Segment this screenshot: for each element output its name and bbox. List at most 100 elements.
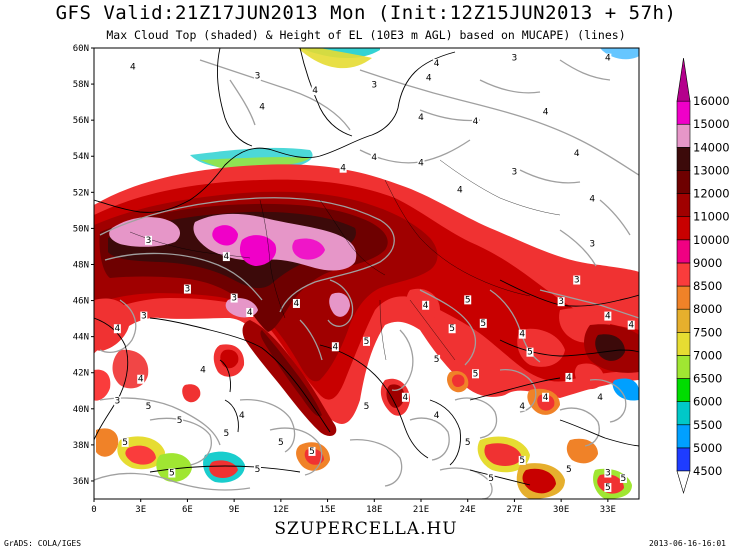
contour-label-bg <box>433 410 441 420</box>
contour-label: 4 <box>371 153 377 163</box>
contour-label-bg <box>557 297 565 307</box>
grads-credit: GrADS: COLA/IGES <box>4 539 82 548</box>
contour-label-bg <box>176 416 184 426</box>
contour-label: 4 <box>605 54 611 64</box>
colorbar-level-label: 14000 <box>693 140 730 154</box>
lon-tick-label: 12E <box>273 505 289 515</box>
lat-tick-label: 60N <box>73 44 89 54</box>
lon-tick-label: 30E <box>553 505 569 515</box>
contour-label-bg <box>518 455 526 465</box>
colorbar-level-label: 15000 <box>693 117 730 131</box>
lon-tick-label: 15E <box>319 505 335 515</box>
contour-label: 4 <box>114 324 120 334</box>
contour-label: 3 <box>512 167 518 177</box>
contour-label-bg <box>140 311 148 321</box>
contour-label-bg <box>121 437 129 447</box>
lon-tick-label: 21E <box>413 505 429 515</box>
lat-tick-label: 44N <box>73 333 89 343</box>
contour-label-bg <box>542 392 550 402</box>
contour-label-bg <box>510 53 518 63</box>
lon-tick-label: 27E <box>506 505 522 515</box>
contour-label: 5 <box>177 416 183 426</box>
colorbar-swatch <box>676 100 691 125</box>
site-watermark: SZUPERCELLA.HU <box>274 519 458 539</box>
contour-label-bg <box>230 293 238 303</box>
contour-label: 5 <box>488 474 494 484</box>
contour-label-bg <box>137 374 145 384</box>
contour-label: 3 <box>114 396 120 406</box>
contour-label: 5 <box>309 447 315 457</box>
contour-label: 5 <box>364 402 370 412</box>
lat-tick-label: 42N <box>73 369 89 379</box>
contour-label: 4 <box>418 113 424 123</box>
contour-label-bg <box>199 365 207 375</box>
contour-label-bg <box>456 185 464 195</box>
contour-label-bg <box>222 252 230 262</box>
contour-label-bg <box>464 437 472 447</box>
contour-label: 4 <box>403 393 409 403</box>
contour-label: 4 <box>332 342 338 352</box>
contour-label-bg <box>588 239 596 249</box>
lon-tick-label: 33E <box>600 505 616 515</box>
contour-label-bg <box>238 410 246 420</box>
contour-label-bg <box>370 80 378 90</box>
contour-label: 4 <box>574 149 580 159</box>
contour-label: 5 <box>473 369 479 379</box>
contour-label-bg <box>417 113 425 123</box>
colorbar-swatch <box>676 147 691 171</box>
contour-label: 4 <box>519 330 525 340</box>
contour-label-bg <box>311 86 319 96</box>
colorbar-swatch <box>676 123 691 148</box>
contour-label-bg <box>370 152 378 162</box>
colorbar-level-label: 6500 <box>693 372 722 386</box>
contour-label-bg <box>472 116 479 126</box>
contour-label-bg <box>129 62 137 72</box>
contour-label: 5 <box>605 483 611 493</box>
colorbar-swatch <box>676 170 691 194</box>
contour-label: 5 <box>449 324 455 334</box>
contour-label-bg <box>222 428 230 438</box>
contour-label: 3 <box>371 81 377 91</box>
latitude-axis: 60N 58N 56N 54N 52N 50N 48N 46N 44N 42N 40N 38N 36N <box>73 44 94 487</box>
colorbar-level-label: 6000 <box>693 395 722 409</box>
contour-label-bg <box>168 468 176 478</box>
contour-label: 5 <box>364 337 370 347</box>
colorbar-swatch <box>676 331 691 356</box>
lat-tick-label: 56N <box>73 116 89 126</box>
lon-tick-label: 9E <box>229 505 240 515</box>
contour-label: 4 <box>239 411 245 421</box>
contour-label-bg <box>277 437 285 447</box>
contour-label-bg <box>542 107 550 117</box>
contour-label: 4 <box>473 117 479 127</box>
contour-label-bg <box>254 71 261 81</box>
colorbar-swatch <box>676 57 691 102</box>
colorbar-level-label: 8000 <box>693 302 722 316</box>
contour-label: 4 <box>628 321 634 331</box>
contour-label: 3 <box>185 285 191 295</box>
contour-label-bg <box>363 401 370 411</box>
contour-label-bg <box>604 311 612 321</box>
colorbar-swatch <box>676 239 691 264</box>
contour-label: 4 <box>259 102 265 112</box>
contour-label: 4 <box>566 373 572 383</box>
contour-label: 4 <box>543 108 549 118</box>
contour-label-bg <box>604 482 612 492</box>
contour-label-bg <box>464 295 472 305</box>
contour-label: 5 <box>527 348 533 358</box>
lat-tick-label: 50N <box>73 224 89 234</box>
lon-tick-label: 0 <box>91 505 96 515</box>
lat-tick-label: 58N <box>73 80 89 90</box>
colorbar-swatch <box>676 308 691 333</box>
contour-label: 4 <box>423 301 429 311</box>
contour-label: 5 <box>122 438 128 448</box>
contour-label-bg <box>331 342 339 352</box>
contour-label: 4 <box>605 312 611 322</box>
contour-label-bg <box>145 235 152 245</box>
lon-tick-label: 18E <box>366 505 382 515</box>
contour-label: 4 <box>312 86 318 96</box>
contour-label: 4 <box>247 308 253 318</box>
contour-label-bg <box>258 102 266 112</box>
contour-label: 4 <box>434 59 440 69</box>
contour-label-bg <box>604 468 612 478</box>
colorbar-level-label: 5000 <box>693 441 722 455</box>
